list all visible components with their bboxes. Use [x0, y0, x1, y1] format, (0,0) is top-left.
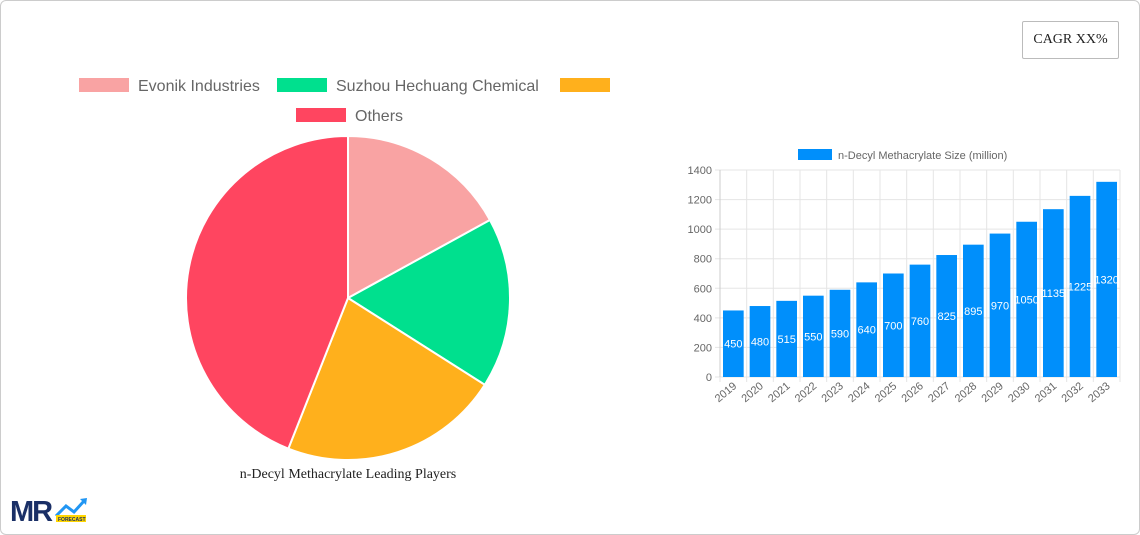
bar — [723, 310, 744, 377]
bar — [829, 289, 851, 377]
bar-value-label: 760 — [911, 316, 929, 328]
legend-swatch — [296, 108, 346, 122]
y-tick-label: 600 — [694, 283, 712, 295]
pie-slice — [287, 296, 487, 461]
bar — [909, 264, 931, 377]
y-tick-label: 0 — [706, 372, 712, 384]
svg-text:MR: MR — [10, 496, 53, 526]
y-tick-label: 800 — [694, 254, 712, 266]
bar-value-label: 970 — [991, 300, 1009, 312]
y-tick-label: 200 — [694, 342, 712, 354]
y-tick-label: 1200 — [688, 195, 712, 207]
y-tick-label: 1400 — [688, 165, 712, 177]
bar — [883, 273, 904, 377]
bar — [936, 255, 957, 377]
x-tick-label: 2022 — [793, 380, 819, 405]
bar — [963, 244, 984, 377]
pie-slice — [185, 134, 349, 450]
x-tick-label: 2032 — [1059, 380, 1085, 405]
bar-legend-label: n-Decyl Methacrylate Size (million) — [838, 150, 1007, 162]
bar-value-label: 1135 — [1042, 288, 1066, 300]
x-tick-label: 2029 — [979, 380, 1005, 405]
bar — [1043, 209, 1064, 377]
legend-swatch — [277, 78, 327, 92]
bar-value-label: 640 — [857, 325, 875, 337]
y-tick-label: 400 — [694, 313, 712, 325]
x-tick-label: 2026 — [899, 380, 925, 405]
bar-value-label: 450 — [724, 339, 742, 351]
bar — [1069, 195, 1091, 377]
pie-title: n-Decyl Methacrylate Leading Players — [239, 467, 457, 482]
x-tick-label: 2020 — [739, 380, 765, 405]
logo: MR FORECAST — [10, 494, 90, 531]
x-tick-label: 2021 — [766, 380, 792, 405]
bar-value-label: 1320 — [1094, 274, 1118, 286]
cagr-button[interactable]: CAGR XX% — [1022, 21, 1119, 59]
bar-value-label: 895 — [964, 306, 982, 318]
bar-value-label: 1050 — [1014, 294, 1038, 306]
y-tick-label: 1000 — [688, 224, 712, 236]
bar-value-label: 825 — [937, 311, 955, 323]
bar — [776, 300, 797, 377]
svg-text:FORECAST: FORECAST — [58, 517, 86, 523]
bar — [1016, 221, 1037, 377]
bar-legend-swatch — [798, 149, 832, 160]
legend-label: Others — [355, 108, 403, 125]
bar-value-label: 515 — [777, 334, 795, 346]
legend-swatch — [79, 78, 129, 92]
x-tick-label: 2030 — [1006, 380, 1032, 405]
x-tick-label: 2024 — [846, 380, 872, 405]
x-tick-label: 2025 — [873, 380, 899, 405]
legend-swatch — [560, 78, 610, 92]
x-tick-label: 2033 — [1086, 380, 1112, 405]
pie-slice — [346, 218, 511, 387]
bar — [749, 306, 771, 377]
bar — [1096, 181, 1117, 377]
x-tick-label: 2028 — [953, 380, 979, 405]
bar — [989, 233, 1011, 377]
bar-value-label: 550 — [804, 331, 822, 343]
x-tick-label: 2019 — [713, 380, 739, 405]
x-tick-label: 2023 — [819, 380, 845, 405]
legend-label: Evonik Industries — [138, 78, 260, 95]
bar-value-label: 700 — [884, 320, 902, 332]
bar — [803, 295, 824, 377]
legend-label: Suzhou Hechuang Chemical — [336, 78, 539, 95]
bar — [856, 282, 877, 377]
pie-slice — [347, 134, 492, 300]
bar-value-label: 1225 — [1068, 281, 1092, 293]
bar-value-label: 480 — [751, 337, 769, 349]
x-tick-label: 2031 — [1033, 380, 1059, 405]
bar-value-label: 590 — [831, 328, 849, 340]
x-tick-label: 2027 — [926, 380, 952, 405]
